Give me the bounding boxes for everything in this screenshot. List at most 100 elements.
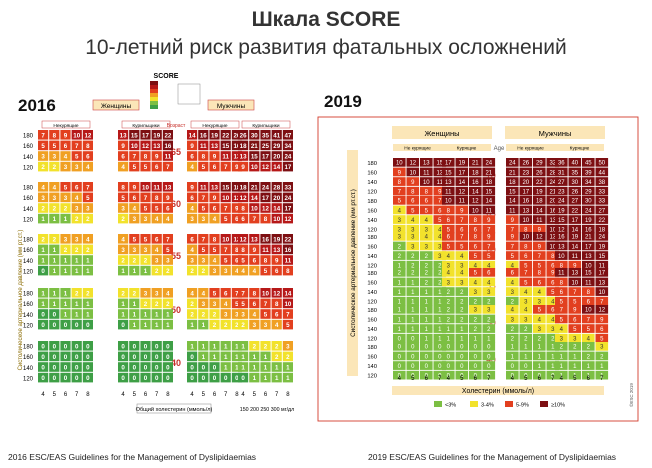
- risk-value: 36: [558, 161, 565, 167]
- risk-value: 16: [558, 235, 565, 241]
- legend-swatch: [540, 401, 548, 407]
- legend-swatch: [505, 401, 513, 407]
- sbp-label: 140: [367, 364, 377, 370]
- risk-value: 21: [485, 170, 492, 176]
- risk-value: 10: [585, 308, 592, 314]
- sbp-label: 120: [367, 190, 377, 196]
- risk-value: 13: [598, 280, 605, 286]
- risk-value: 27: [571, 199, 578, 205]
- risk-value: 14: [509, 199, 516, 205]
- sbp-label: 180: [367, 161, 377, 167]
- sbp-label: 140: [367, 218, 377, 224]
- sbp-label: 160: [367, 281, 377, 287]
- risk-value: 30: [585, 199, 592, 205]
- risk-value: 35: [571, 170, 578, 176]
- sbp-label: 180: [367, 235, 377, 241]
- sbp-label: 140: [367, 180, 377, 186]
- risk-value: 19: [598, 244, 605, 250]
- risk-value: 13: [585, 254, 592, 260]
- risk-value: 26: [522, 161, 529, 167]
- risk-value: 18: [509, 180, 516, 186]
- risk-value: 22: [598, 218, 605, 224]
- risk-value: 12: [458, 190, 465, 196]
- x-axis-label: Холестерин (ммоль/л): [462, 388, 534, 395]
- risk-value: 40: [571, 161, 578, 167]
- risk-value: 14: [458, 180, 465, 186]
- risk-value: 18: [472, 170, 479, 176]
- risk-value: 11: [486, 208, 493, 214]
- risk-value: 17: [458, 170, 465, 176]
- risk-value: 12: [598, 308, 605, 314]
- risk-value: 45: [585, 161, 592, 167]
- risk-value: 11: [459, 199, 466, 205]
- risk-value: 38: [598, 180, 605, 186]
- risk-value: 11: [536, 218, 543, 224]
- risk-value: 17: [571, 218, 578, 224]
- sbp-label: 140: [367, 327, 377, 333]
- risk-value: 10: [396, 161, 403, 167]
- panel-label-men: Мужчины: [539, 129, 572, 138]
- group-label: Не курящие: [517, 146, 544, 152]
- risk-value: 26: [571, 190, 578, 196]
- sbp-label: 120: [367, 300, 377, 306]
- sbp-label: 160: [367, 318, 377, 324]
- risk-value: 13: [558, 244, 565, 250]
- risk-value: 11: [423, 170, 430, 176]
- risk-value: 50: [598, 161, 605, 167]
- risk-value: 21: [585, 235, 592, 241]
- risk-value: 24: [558, 199, 565, 205]
- y-axis-label: Систолическое артериальное давление (мм …: [350, 189, 357, 337]
- risk-value: 15: [485, 190, 492, 196]
- sbp-label: 120: [367, 264, 377, 270]
- risk-value: 17: [522, 190, 529, 196]
- legend-swatch: [470, 401, 478, 407]
- source-2019: 2019 ESC/EAS Guidelines for the Manageme…: [368, 452, 616, 462]
- risk-value: 10: [409, 170, 416, 176]
- risk-value: 10: [472, 208, 479, 214]
- sbp-label: 160: [367, 245, 377, 251]
- sbp-label: 180: [367, 308, 377, 314]
- risk-value: 24: [598, 235, 605, 241]
- sbp-label: 120: [367, 374, 377, 380]
- risk-value: 27: [598, 208, 605, 214]
- legend-swatch: [434, 401, 442, 407]
- sbp-label: 140: [367, 290, 377, 296]
- risk-value: 11: [509, 208, 516, 214]
- risk-value: 31: [558, 170, 565, 176]
- risk-value: 19: [571, 235, 578, 241]
- risk-value: 14: [536, 208, 543, 214]
- risk-value: 17: [585, 244, 592, 250]
- risk-value: 27: [558, 180, 565, 186]
- group-label: Курящие: [457, 146, 477, 152]
- risk-value: 16: [472, 180, 479, 186]
- sbp-label: 120: [367, 337, 377, 343]
- legend-label: <3%: [445, 403, 456, 409]
- risk-value: 10: [522, 235, 529, 241]
- risk-value: 24: [509, 161, 516, 167]
- risk-value: 14: [472, 190, 479, 196]
- risk-value: 11: [572, 254, 579, 260]
- risk-value: 26: [536, 170, 543, 176]
- risk-value: 15: [585, 271, 592, 277]
- risk-value: 17: [598, 271, 605, 277]
- risk-value: 11: [558, 271, 565, 277]
- risk-value: 19: [536, 190, 543, 196]
- sbp-label: 140: [367, 254, 377, 260]
- legend-label: ≥10%: [551, 403, 565, 409]
- sbp-label: 160: [367, 209, 377, 215]
- risk-value: 12: [536, 235, 543, 241]
- risk-value: 10: [558, 254, 565, 260]
- risk-value: 21: [509, 170, 516, 176]
- risk-value: 22: [536, 180, 543, 186]
- risk-value: 10: [598, 290, 605, 296]
- sbp-label: 180: [367, 199, 377, 205]
- risk-value: 15: [598, 254, 605, 260]
- risk-value: 11: [585, 280, 592, 286]
- risk-value: 21: [472, 161, 479, 167]
- risk-value: 30: [571, 180, 578, 186]
- risk-value: 14: [571, 244, 578, 250]
- risk-value: 11: [445, 190, 452, 196]
- risk-value: 13: [423, 161, 430, 167]
- risk-value: 18: [485, 180, 492, 186]
